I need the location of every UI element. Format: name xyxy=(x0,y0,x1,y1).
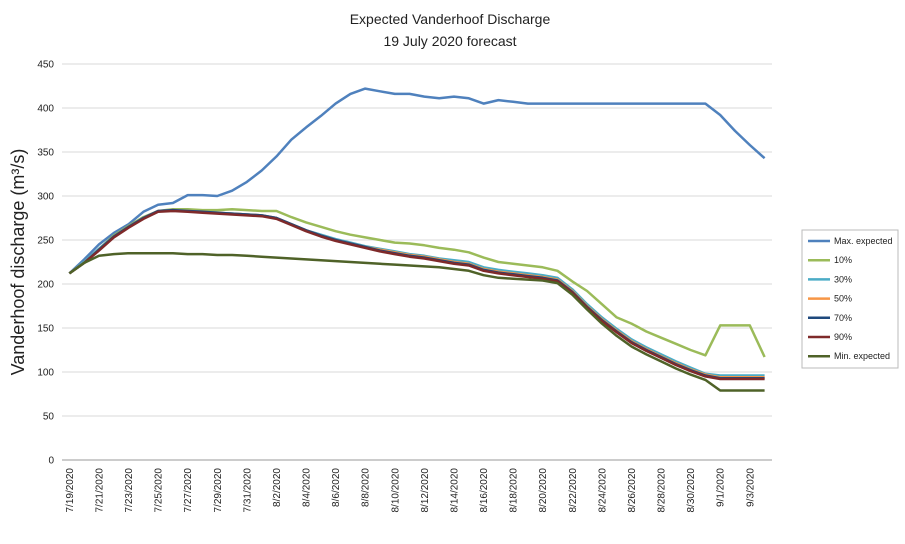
series-line xyxy=(68,251,765,392)
y-tick-label: 450 xyxy=(37,60,54,71)
x-tick-label: 8/8/2020 xyxy=(361,468,372,507)
y-tick-label: 0 xyxy=(48,456,54,467)
legend-label: 70% xyxy=(834,313,852,323)
x-tick-label: 8/16/2020 xyxy=(479,468,490,513)
x-tick-label: 8/6/2020 xyxy=(331,468,342,507)
x-tick-label: 8/28/2020 xyxy=(657,468,668,513)
series-line xyxy=(68,208,765,377)
x-tick-label: 8/24/2020 xyxy=(597,468,608,513)
x-tick-label: 8/2/2020 xyxy=(272,468,283,507)
chart-title: Expected Vanderhoof Discharge xyxy=(350,11,551,27)
legend-label: 10% xyxy=(834,255,852,265)
x-tick-label: 8/18/2020 xyxy=(509,468,520,513)
series-line xyxy=(68,87,766,275)
series-line xyxy=(68,208,765,379)
series-line xyxy=(68,209,765,381)
x-tick-label: 8/30/2020 xyxy=(686,468,697,513)
x-tick-label: 7/27/2020 xyxy=(183,468,194,513)
x-tick-label: 8/20/2020 xyxy=(538,468,549,513)
y-tick-label: 300 xyxy=(37,192,54,203)
y-tick-label: 50 xyxy=(43,412,55,423)
y-tick-label: 200 xyxy=(37,280,54,291)
y-tick-label: 150 xyxy=(37,324,54,335)
y-tick-label: 400 xyxy=(37,104,54,115)
y-tick-label: 350 xyxy=(37,148,54,159)
x-tick-label: 9/3/2020 xyxy=(745,468,756,507)
x-tick-label: 8/4/2020 xyxy=(302,468,313,507)
y-axis-label: Vanderhoof discharge (m³/s) xyxy=(8,149,28,376)
x-tick-label: 9/1/2020 xyxy=(716,468,727,507)
x-tick-label: 8/12/2020 xyxy=(420,468,431,513)
x-tick-label: 7/19/2020 xyxy=(65,468,76,513)
legend-label: 30% xyxy=(834,274,852,284)
x-tick-label: 8/10/2020 xyxy=(390,468,401,513)
series-line xyxy=(68,207,766,358)
x-tick-label: 7/23/2020 xyxy=(124,468,135,513)
x-tick-label: 7/31/2020 xyxy=(242,468,253,513)
legend-label: Min. expected xyxy=(834,351,890,361)
legend-label: Max. expected xyxy=(834,236,893,246)
x-tick-label: 7/25/2020 xyxy=(154,468,165,513)
x-tick-label: 7/21/2020 xyxy=(94,468,105,513)
x-tick-label: 8/26/2020 xyxy=(627,468,638,513)
chart-subtitle: 19 July 2020 forecast xyxy=(383,33,516,49)
y-tick-label: 250 xyxy=(37,236,54,247)
x-tick-label: 8/22/2020 xyxy=(568,468,579,513)
legend-label: 50% xyxy=(834,294,852,304)
legend-label: 90% xyxy=(834,332,852,342)
x-tick-label: 7/29/2020 xyxy=(213,468,224,513)
y-tick-label: 100 xyxy=(37,368,54,379)
x-tick-label: 8/14/2020 xyxy=(449,468,460,513)
